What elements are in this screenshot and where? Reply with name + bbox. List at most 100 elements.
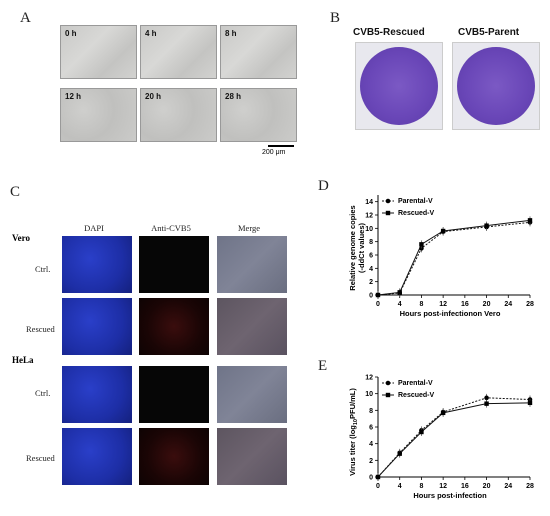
chart-d-y-tick-label: 10 — [365, 226, 373, 233]
timelapse-image-4h: 4 h — [140, 25, 217, 79]
hela-ctrl-anti-cvb5-image — [139, 366, 209, 423]
plaque-plate-parent — [452, 42, 540, 130]
chart-e-x-tick-label: 20 — [483, 483, 491, 490]
vero-rescued-anti-cvb5-image — [139, 298, 209, 355]
chart-e-y-tick-label: 2 — [369, 458, 373, 465]
row-label-vero-rescued: Rescued — [26, 324, 55, 334]
plaque-plate-rescued — [355, 42, 443, 130]
chart-d-y-tick-label: 12 — [365, 213, 373, 220]
timelapse-image-12h: 12 h — [60, 88, 137, 142]
chart-d-ylabel-line1: Relative genome copies — [348, 205, 357, 290]
chart-e-series-line-parental — [377, 397, 531, 478]
scale-bar — [268, 145, 294, 147]
chart-e-ylabel: Virus titer (log10PFU/mL) — [348, 388, 359, 476]
chart-d-legend-marker-parental — [385, 198, 391, 204]
chart-e-data-point-rescued — [375, 474, 381, 480]
chart-e-data-point-rescued — [419, 429, 424, 435]
chart-e-y-tick-label: 0 — [369, 475, 373, 482]
timepoint-label: 28 h — [225, 92, 242, 101]
chart-d-legend-label-parental: Parental-V — [398, 198, 433, 205]
row-label-hela-ctrl: Ctrl. — [35, 388, 51, 398]
chart-e-x-tick-label: 12 — [439, 483, 447, 490]
vero-ctrl-dapi-image — [62, 236, 132, 293]
chart-d-x-tick-label: 24 — [504, 301, 512, 308]
vero-ctrl-anti-cvb5-image — [139, 236, 209, 293]
chart-e-y-tick-label: 4 — [369, 441, 373, 448]
chart-e-series-line-rescued — [377, 402, 531, 478]
chart-d-x-tick-label: 0 — [376, 301, 380, 308]
timepoint-label: 8 h — [225, 29, 237, 38]
chart-e-y-tick-label: 8 — [369, 408, 373, 415]
panel-letter-b: B — [330, 10, 341, 26]
chart-e-y-tick-label: 6 — [369, 425, 373, 432]
panel-letter-d: D — [318, 178, 329, 194]
panel-letter-c: C — [10, 184, 21, 200]
chart-d-data-point-rescued — [375, 292, 381, 298]
chart-d-y-tick-label: 6 — [369, 253, 373, 260]
chart-e-legend-marker-rescued — [385, 392, 391, 398]
timepoint-label: 0 h — [65, 29, 77, 38]
timelapse-image-28h: 28 h — [220, 88, 297, 142]
chart-e-ylabel-suffix: PFU/mL) — [348, 388, 357, 419]
timelapse-image-0h: 0 h — [60, 25, 137, 79]
chart-e-x-tick-label: 24 — [504, 483, 512, 490]
hela-rescued-merge-image — [217, 428, 287, 485]
chart-e-y-tick-label: 10 — [365, 391, 373, 398]
chart-e-ylabel-prefix: Virus titer (log — [348, 425, 357, 476]
chart-e-legend-label-parental: Parental-V — [398, 380, 433, 387]
chart-d-y-tick-label: 8 — [369, 239, 373, 246]
hela-rescued-anti-cvb5-image — [139, 428, 209, 485]
hela-rescued-dapi-image — [62, 428, 132, 485]
chart-d-series-line-rescued — [377, 219, 531, 296]
column-header-merge: Merge — [237, 223, 261, 233]
row-label-hela-rescued: Rescued — [26, 453, 55, 463]
chart-e-legend-label-rescued: Rescued-V — [398, 392, 435, 399]
chart-e-data-point-rescued — [527, 400, 533, 406]
chart-e-ylabel-subscript: 10 — [353, 419, 359, 425]
vero-ctrl-merge-image — [217, 236, 287, 293]
timepoint-label: 4 h — [145, 29, 157, 38]
column-header-anti-cvb5: Anti-CVB5 — [151, 223, 191, 233]
timepoint-label: 12 h — [65, 92, 82, 101]
plate-title-rescued: CVB5-Rescued — [353, 27, 425, 38]
group-label-vero: Vero — [12, 233, 30, 243]
plaque-dish — [360, 47, 438, 125]
chart-d-legend-marker-rescued — [385, 210, 391, 216]
plaque-dish — [457, 47, 535, 125]
chart-d-data-point-rescued — [527, 218, 533, 223]
chart-d-legend-label-rescued: Rescued-V — [398, 210, 435, 217]
chart-d-data-point-rescued — [419, 242, 424, 247]
chart-e-x-tick-label: 4 — [398, 483, 402, 490]
timelapse-image-20h: 20 h — [140, 88, 217, 142]
chart-d-x-tick-label: 8 — [419, 301, 423, 308]
chart-d-data-point-rescued — [440, 228, 446, 234]
column-header-dapi: DAPI — [84, 223, 104, 233]
panel-letter-e: E — [318, 358, 328, 374]
group-label-hela: HeLa — [12, 355, 34, 365]
chart-d-x-tick-label: 16 — [461, 301, 469, 308]
panel-letter-a: A — [20, 10, 31, 26]
chart-d-data-point-rescued — [484, 223, 489, 228]
row-label-vero-ctrl: Ctrl. — [35, 264, 51, 274]
timepoint-label: 20 h — [145, 92, 162, 101]
hela-ctrl-dapi-image — [62, 366, 132, 423]
chart-e-data-point-rescued — [440, 410, 446, 416]
hela-ctrl-merge-image — [217, 366, 287, 423]
timelapse-image-8h: 8 h — [220, 25, 297, 79]
chart-d-y-tick-label: 2 — [369, 279, 373, 286]
chart-e-data-point-rescued — [484, 401, 489, 406]
chart-e-data-point-parental — [484, 395, 489, 401]
scale-bar-label: 200 μm — [262, 149, 286, 156]
chart-d-y-tick-label: 4 — [369, 266, 373, 273]
chart-d-ylabel-line2: (-ddCt values) — [357, 223, 366, 274]
chart-e-legend-marker-parental — [385, 380, 391, 386]
plate-title-parent: CVB5-Parent — [458, 27, 520, 38]
vero-rescued-dapi-image — [62, 298, 132, 355]
chart-d-x-tick-label: 20 — [483, 301, 491, 308]
chart-e-x-tick-label: 0 — [376, 483, 380, 490]
chart-e-xlabel: Hours post-infection — [413, 491, 487, 500]
chart-d-series-line-parental — [377, 221, 531, 296]
vero-rescued-merge-image — [217, 298, 287, 355]
